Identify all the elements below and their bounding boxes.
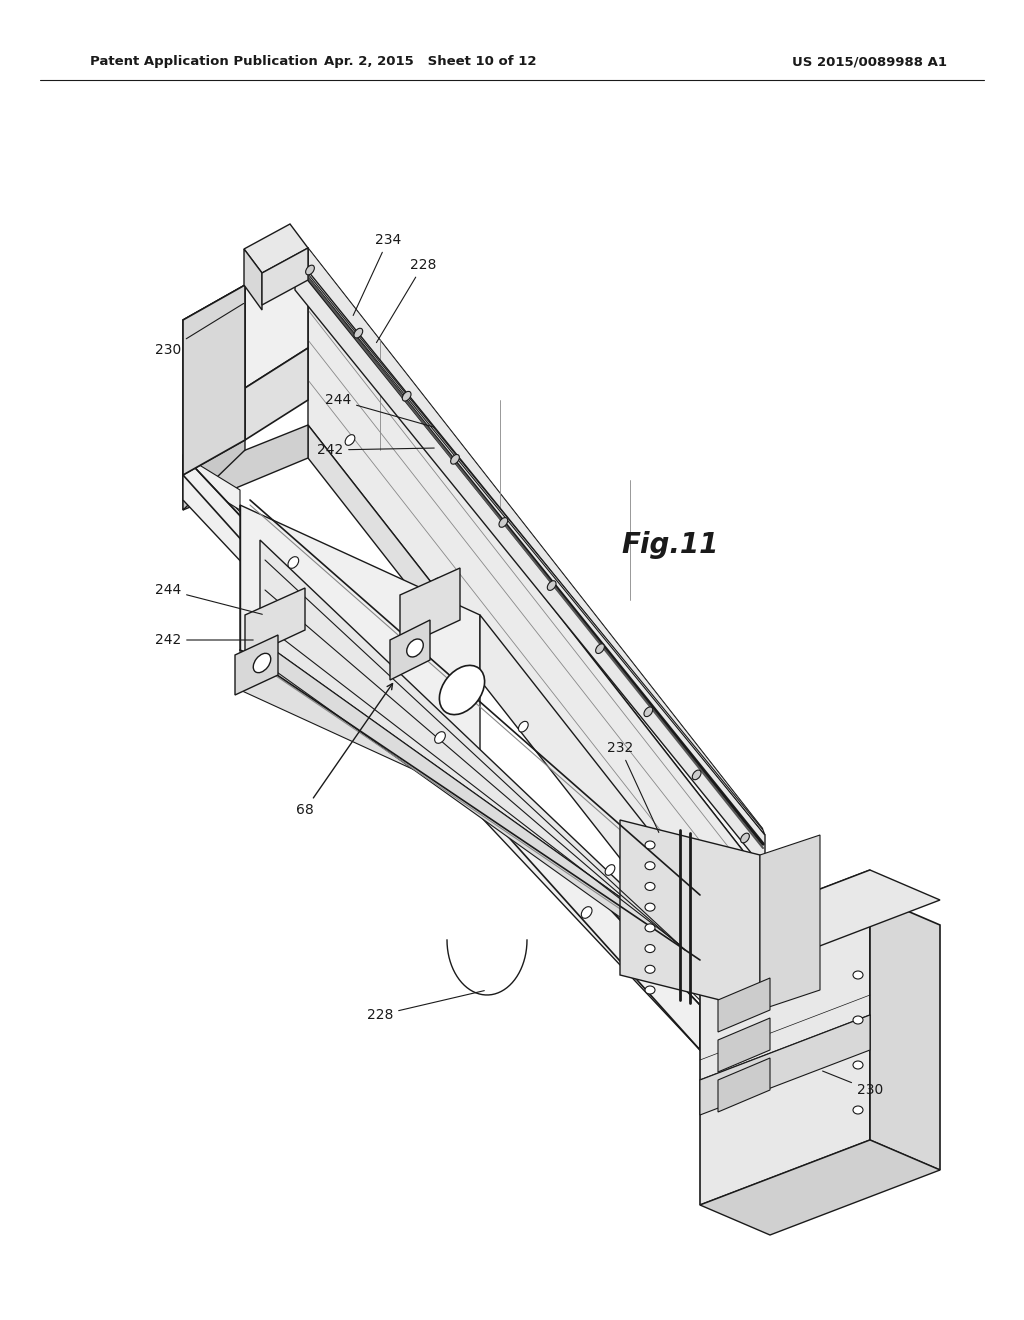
Ellipse shape	[407, 639, 423, 657]
Ellipse shape	[288, 557, 299, 569]
Polygon shape	[245, 587, 305, 657]
Ellipse shape	[253, 653, 270, 673]
Ellipse shape	[645, 862, 655, 870]
Polygon shape	[700, 870, 870, 960]
Text: Patent Application Publication: Patent Application Publication	[90, 55, 317, 69]
Text: US 2015/0089988 A1: US 2015/0089988 A1	[793, 55, 947, 69]
Polygon shape	[260, 640, 680, 960]
Ellipse shape	[645, 903, 655, 911]
Ellipse shape	[439, 665, 484, 714]
Polygon shape	[400, 568, 460, 648]
Polygon shape	[262, 248, 308, 305]
Polygon shape	[290, 252, 765, 836]
Ellipse shape	[596, 644, 604, 653]
Ellipse shape	[645, 883, 655, 891]
Ellipse shape	[644, 708, 652, 717]
Ellipse shape	[432, 578, 441, 589]
Polygon shape	[183, 285, 245, 510]
Ellipse shape	[645, 945, 655, 953]
Text: 242: 242	[316, 444, 434, 457]
Polygon shape	[245, 248, 308, 388]
Polygon shape	[240, 506, 480, 760]
Ellipse shape	[354, 329, 362, 338]
Polygon shape	[245, 248, 308, 315]
Text: 230: 230	[155, 304, 244, 356]
Polygon shape	[620, 820, 760, 1010]
Ellipse shape	[645, 986, 655, 994]
Ellipse shape	[853, 1106, 863, 1114]
Text: 228: 228	[377, 257, 436, 343]
Polygon shape	[308, 248, 762, 875]
Ellipse shape	[305, 265, 314, 275]
Ellipse shape	[451, 454, 460, 465]
Text: Fig.11: Fig.11	[622, 531, 719, 558]
Polygon shape	[308, 294, 762, 1005]
Polygon shape	[700, 1140, 940, 1236]
Polygon shape	[245, 348, 308, 440]
Ellipse shape	[345, 434, 355, 445]
Polygon shape	[760, 836, 820, 1010]
Ellipse shape	[547, 581, 556, 590]
Ellipse shape	[582, 907, 592, 919]
Text: 232: 232	[607, 741, 658, 833]
Ellipse shape	[692, 770, 701, 780]
Text: 68: 68	[296, 684, 392, 817]
Text: 228: 228	[367, 990, 484, 1022]
Ellipse shape	[853, 972, 863, 979]
Polygon shape	[870, 895, 940, 1170]
Text: 234: 234	[353, 234, 401, 315]
Polygon shape	[234, 635, 278, 696]
Polygon shape	[183, 455, 240, 510]
Polygon shape	[718, 1018, 770, 1072]
Polygon shape	[240, 649, 480, 800]
Ellipse shape	[740, 833, 750, 843]
Polygon shape	[183, 425, 308, 510]
Ellipse shape	[518, 721, 528, 733]
Polygon shape	[308, 248, 762, 858]
Polygon shape	[183, 455, 700, 1049]
Polygon shape	[480, 615, 700, 960]
Polygon shape	[183, 285, 245, 475]
Ellipse shape	[853, 1016, 863, 1024]
Polygon shape	[718, 978, 770, 1032]
Text: 242: 242	[155, 634, 253, 647]
Ellipse shape	[605, 865, 614, 875]
Polygon shape	[260, 540, 680, 940]
Polygon shape	[244, 224, 308, 273]
Text: 244: 244	[155, 583, 262, 614]
Polygon shape	[700, 870, 940, 965]
Polygon shape	[390, 620, 430, 680]
Polygon shape	[718, 1059, 770, 1111]
Ellipse shape	[645, 965, 655, 973]
Ellipse shape	[434, 731, 445, 743]
Polygon shape	[308, 425, 762, 1038]
Ellipse shape	[402, 392, 411, 401]
Ellipse shape	[499, 517, 508, 527]
Text: Apr. 2, 2015   Sheet 10 of 12: Apr. 2, 2015 Sheet 10 of 12	[324, 55, 537, 69]
Ellipse shape	[645, 924, 655, 932]
Text: 230: 230	[822, 1071, 883, 1097]
Text: 244: 244	[325, 393, 434, 428]
Ellipse shape	[645, 841, 655, 849]
Polygon shape	[295, 255, 765, 870]
Polygon shape	[700, 1015, 870, 1115]
Ellipse shape	[853, 1061, 863, 1069]
Polygon shape	[244, 249, 262, 310]
Polygon shape	[183, 455, 760, 1060]
Polygon shape	[700, 895, 870, 1205]
